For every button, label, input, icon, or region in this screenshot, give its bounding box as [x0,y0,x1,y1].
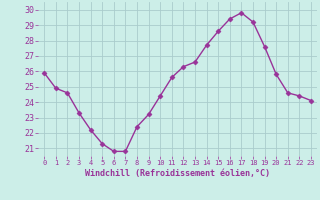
X-axis label: Windchill (Refroidissement éolien,°C): Windchill (Refroidissement éolien,°C) [85,169,270,178]
